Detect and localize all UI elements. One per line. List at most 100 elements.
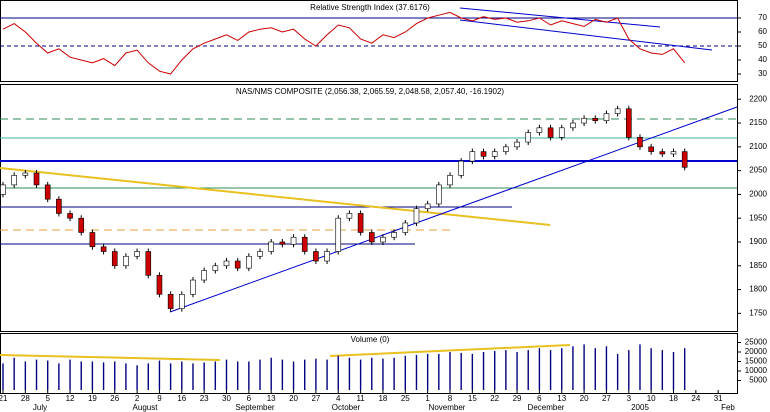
x-tick-label: 10 bbox=[647, 394, 656, 403]
x-tick-label: 27 bbox=[311, 394, 320, 403]
volume-bar bbox=[304, 359, 306, 390]
x-tick-label: 18 bbox=[378, 394, 387, 403]
volume-bar bbox=[80, 361, 82, 390]
volume-bar bbox=[24, 361, 27, 390]
candle bbox=[525, 132, 532, 143]
volume-bar bbox=[147, 363, 149, 390]
candle bbox=[614, 108, 621, 114]
volume-bar bbox=[192, 363, 194, 390]
candle bbox=[313, 251, 319, 262]
volume-bar bbox=[549, 350, 552, 390]
month-label: October bbox=[332, 403, 361, 412]
candle bbox=[625, 108, 632, 138]
volume-bar bbox=[438, 353, 440, 390]
volume-bar bbox=[527, 350, 529, 390]
volume-bar bbox=[572, 346, 574, 390]
volume-bar bbox=[281, 359, 284, 390]
volume-bar bbox=[248, 361, 250, 390]
candle bbox=[592, 118, 599, 121]
candle bbox=[190, 279, 196, 295]
y-tick-label: 1750 bbox=[749, 308, 767, 317]
volume-bar bbox=[114, 361, 116, 390]
volume-bar bbox=[337, 355, 339, 390]
candle bbox=[167, 294, 174, 309]
y-tick-label: 50 bbox=[758, 41, 767, 50]
y-tick-label: 30 bbox=[758, 69, 767, 78]
candle bbox=[648, 146, 654, 152]
candle bbox=[357, 213, 364, 233]
volume-bar bbox=[583, 344, 585, 390]
rsi-line bbox=[2, 11, 686, 75]
x-tick-label: 1 bbox=[425, 394, 430, 403]
volume-bar bbox=[672, 352, 675, 390]
candle bbox=[536, 127, 543, 133]
volume-bar bbox=[225, 359, 228, 390]
price-frame bbox=[0, 84, 738, 332]
x-tick-label: 31 bbox=[714, 394, 723, 403]
x-tick-label: 16 bbox=[177, 394, 186, 403]
x-tick-label: 3 bbox=[627, 394, 632, 403]
candle bbox=[156, 274, 163, 295]
candle bbox=[447, 175, 453, 186]
x-tick-label: 18 bbox=[669, 394, 678, 403]
y-tick-label: 10000 bbox=[745, 366, 768, 375]
candle bbox=[246, 255, 252, 269]
x-tick-label: 13 bbox=[557, 394, 566, 403]
x-tick-label: 23 bbox=[200, 394, 209, 403]
x-tick-label: 6 bbox=[247, 394, 252, 403]
y-tick-label: 2050 bbox=[749, 166, 767, 175]
rsi-title: Relative Strength Index (37.6176) bbox=[310, 3, 430, 12]
candle bbox=[637, 137, 643, 148]
volume-bar bbox=[13, 357, 15, 390]
volume-bar bbox=[426, 353, 429, 390]
candle bbox=[301, 236, 308, 252]
x-tick-label: 22 bbox=[490, 394, 499, 403]
x-tick-label: 11 bbox=[356, 394, 365, 403]
rsi-channel bbox=[459, 7, 661, 28]
candle bbox=[89, 232, 96, 248]
candle bbox=[268, 241, 275, 252]
volume-title: Volume (0) bbox=[351, 335, 390, 344]
volume-bar bbox=[393, 357, 395, 390]
volume-bar bbox=[236, 361, 239, 390]
volume-bar bbox=[169, 363, 172, 390]
rsi-frame bbox=[0, 0, 738, 82]
candle bbox=[223, 260, 230, 267]
volume-bar bbox=[371, 357, 373, 390]
volume-bar bbox=[315, 358, 317, 390]
candle bbox=[380, 236, 386, 243]
candle bbox=[56, 198, 62, 214]
candle bbox=[22, 172, 29, 176]
volume-bar bbox=[683, 348, 686, 390]
candle bbox=[335, 217, 342, 252]
volume-bar bbox=[650, 348, 652, 390]
month-label: 2005 bbox=[631, 403, 649, 412]
candle bbox=[111, 251, 118, 267]
volume-average bbox=[329, 344, 571, 357]
x-tick-label: 19 bbox=[88, 394, 97, 403]
volume-bar bbox=[661, 350, 664, 390]
volume-bar bbox=[538, 348, 541, 390]
candle bbox=[11, 175, 17, 186]
y-tick-label: 70 bbox=[758, 13, 767, 22]
volume-bar bbox=[259, 359, 261, 390]
candle bbox=[201, 270, 207, 281]
volume-bar bbox=[47, 360, 49, 390]
candle bbox=[681, 151, 688, 168]
price-title: NAS/NMS COMPOSITE (2,056.38, 2,065.59, 2… bbox=[236, 87, 504, 96]
x-tick-label: 13 bbox=[267, 394, 276, 403]
candle bbox=[324, 251, 330, 262]
volume-bar bbox=[594, 348, 596, 390]
volume-bar bbox=[605, 346, 608, 390]
rsi-channel bbox=[459, 19, 713, 51]
candle bbox=[503, 146, 509, 152]
x-tick-label: 20 bbox=[289, 394, 298, 403]
candle bbox=[558, 127, 565, 138]
volume-bar bbox=[58, 363, 60, 390]
x-tick-label: 20 bbox=[580, 394, 589, 403]
volume-bar bbox=[326, 359, 328, 390]
x-tick-label: 26 bbox=[110, 394, 119, 403]
y-tick-label: 2000 bbox=[749, 190, 767, 199]
drawings bbox=[0, 7, 738, 361]
